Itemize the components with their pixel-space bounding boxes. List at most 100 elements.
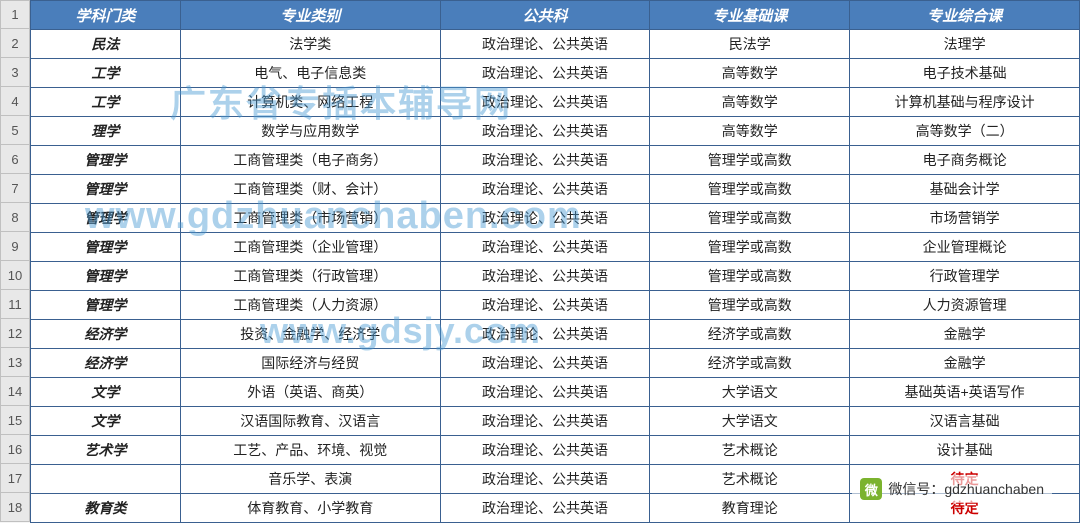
- row-number-cell: 15: [0, 406, 30, 435]
- table-row: 工学计算机类、网络工程政治理论、公共英语高等数学计算机基础与程序设计: [31, 88, 1080, 117]
- table-row: 音乐学、表演政治理论、公共英语艺术概论待定: [31, 465, 1080, 494]
- table-row: 艺术学工艺、产品、环境、视觉政治理论、公共英语艺术概论设计基础: [31, 436, 1080, 465]
- row-number-cell: 1: [0, 0, 30, 29]
- row-number-cell: 5: [0, 116, 30, 145]
- row-number-cell: 2: [0, 29, 30, 58]
- table-cell: 待定: [850, 494, 1080, 523]
- table-cell: 大学语文: [650, 407, 850, 436]
- table-cell: 政治理论、公共英语: [440, 262, 650, 291]
- table-cell: 外语（英语、商英）: [180, 378, 440, 407]
- table-cell: [31, 465, 181, 494]
- row-number-cell: 16: [0, 435, 30, 464]
- table-cell: 政治理论、公共英语: [440, 146, 650, 175]
- table-cell: 管理学: [31, 233, 181, 262]
- column-header: 专业基础课: [650, 1, 850, 30]
- table-cell: 政治理论、公共英语: [440, 465, 650, 494]
- table-cell: 工商管理类（人力资源）: [180, 291, 440, 320]
- table-cell: 管理学: [31, 204, 181, 233]
- row-number-cell: 4: [0, 87, 30, 116]
- table-cell: 教育理论: [650, 494, 850, 523]
- table-cell: 汉语言基础: [850, 407, 1080, 436]
- table-row: 教育类体育教育、小学教育政治理论、公共英语教育理论待定: [31, 494, 1080, 523]
- table-cell: 国际经济与经贸: [180, 349, 440, 378]
- table-cell: 高等数学（二）: [850, 117, 1080, 146]
- table-cell: 体育教育、小学教育: [180, 494, 440, 523]
- table-cell: 管理学或高数: [650, 233, 850, 262]
- table-row: 学科门类专业类别公共科专业基础课专业综合课: [31, 1, 1080, 30]
- table-cell: 企业管理概论: [850, 233, 1080, 262]
- table-cell: 教育类: [31, 494, 181, 523]
- table-cell: 电子商务概论: [850, 146, 1080, 175]
- table-cell: 工商管理类（行政管理）: [180, 262, 440, 291]
- table-cell: 政治理论、公共英语: [440, 117, 650, 146]
- table-cell: 工商管理类（电子商务）: [180, 146, 440, 175]
- row-number-cell: 10: [0, 261, 30, 290]
- table-cell: 政治理论、公共英语: [440, 204, 650, 233]
- table-cell: 政治理论、公共英语: [440, 378, 650, 407]
- table-cell: 政治理论、公共英语: [440, 407, 650, 436]
- table-row: 经济学投资、金融学、经济学政治理论、公共英语经济学或高数金融学: [31, 320, 1080, 349]
- table-cell: 管理学: [31, 175, 181, 204]
- table-cell: 行政管理学: [850, 262, 1080, 291]
- table-row: 民法法学类政治理论、公共英语民法学法理学: [31, 30, 1080, 59]
- table-cell: 工商管理类（财、会计）: [180, 175, 440, 204]
- table-cell: 管理学或高数: [650, 291, 850, 320]
- table-row: 文学汉语国际教育、汉语言政治理论、公共英语大学语文汉语言基础: [31, 407, 1080, 436]
- table-cell: 基础会计学: [850, 175, 1080, 204]
- table-cell: 管理学或高数: [650, 175, 850, 204]
- table-row: 管理学工商管理类（行政管理）政治理论、公共英语管理学或高数行政管理学: [31, 262, 1080, 291]
- row-number-cell: 13: [0, 348, 30, 377]
- table-cell: 管理学: [31, 146, 181, 175]
- table-cell: 文学: [31, 407, 181, 436]
- table-cell: 管理学或高数: [650, 204, 850, 233]
- table-cell: 设计基础: [850, 436, 1080, 465]
- table-cell: 金融学: [850, 349, 1080, 378]
- table-row: 管理学工商管理类（人力资源）政治理论、公共英语管理学或高数人力资源管理: [31, 291, 1080, 320]
- table-cell: 汉语国际教育、汉语言: [180, 407, 440, 436]
- row-number-cell: 7: [0, 174, 30, 203]
- table-cell: 政治理论、公共英语: [440, 320, 650, 349]
- row-number-column: 123456789101112131415161718: [0, 0, 30, 523]
- table-cell: 高等数学: [650, 88, 850, 117]
- table-cell: 管理学: [31, 262, 181, 291]
- table-cell: 电气、电子信息类: [180, 59, 440, 88]
- table-cell: 大学语文: [650, 378, 850, 407]
- table-cell: 经济学或高数: [650, 349, 850, 378]
- table-cell: 文学: [31, 378, 181, 407]
- table-cell: 投资、金融学、经济学: [180, 320, 440, 349]
- table-cell: 民法学: [650, 30, 850, 59]
- table-cell: 高等数学: [650, 59, 850, 88]
- row-number-cell: 12: [0, 319, 30, 348]
- row-number-cell: 18: [0, 493, 30, 522]
- table-cell: 计算机基础与程序设计: [850, 88, 1080, 117]
- table-cell: 政治理论、公共英语: [440, 88, 650, 117]
- table-cell: 政治理论、公共英语: [440, 494, 650, 523]
- table-row: 理学数学与应用数学政治理论、公共英语高等数学高等数学（二）: [31, 117, 1080, 146]
- table-cell: 音乐学、表演: [180, 465, 440, 494]
- table-cell: 法理学: [850, 30, 1080, 59]
- row-number-cell: 14: [0, 377, 30, 406]
- table-row: 工学电气、电子信息类政治理论、公共英语高等数学电子技术基础: [31, 59, 1080, 88]
- table-cell: 艺术概论: [650, 436, 850, 465]
- data-table: 学科门类专业类别公共科专业基础课专业综合课民法法学类政治理论、公共英语民法学法理…: [30, 0, 1080, 523]
- table-cell: 市场营销学: [850, 204, 1080, 233]
- table-cell: 基础英语+英语写作: [850, 378, 1080, 407]
- table-cell: 经济学或高数: [650, 320, 850, 349]
- row-number-cell: 9: [0, 232, 30, 261]
- table-cell: 艺术概论: [650, 465, 850, 494]
- row-number-cell: 6: [0, 145, 30, 174]
- table-cell: 计算机类、网络工程: [180, 88, 440, 117]
- table-cell: 待定: [850, 465, 1080, 494]
- table-cell: 工商管理类（企业管理）: [180, 233, 440, 262]
- column-header: 公共科: [440, 1, 650, 30]
- table-cell: 管理学: [31, 291, 181, 320]
- table-cell: 政治理论、公共英语: [440, 291, 650, 320]
- table-cell: 工艺、产品、环境、视觉: [180, 436, 440, 465]
- table-cell: 法学类: [180, 30, 440, 59]
- column-header: 专业综合课: [850, 1, 1080, 30]
- table-row: 管理学工商管理类（市场营销）政治理论、公共英语管理学或高数市场营销学: [31, 204, 1080, 233]
- table-cell: 数学与应用数学: [180, 117, 440, 146]
- table-cell: 民法: [31, 30, 181, 59]
- table-cell: 政治理论、公共英语: [440, 175, 650, 204]
- column-header: 专业类别: [180, 1, 440, 30]
